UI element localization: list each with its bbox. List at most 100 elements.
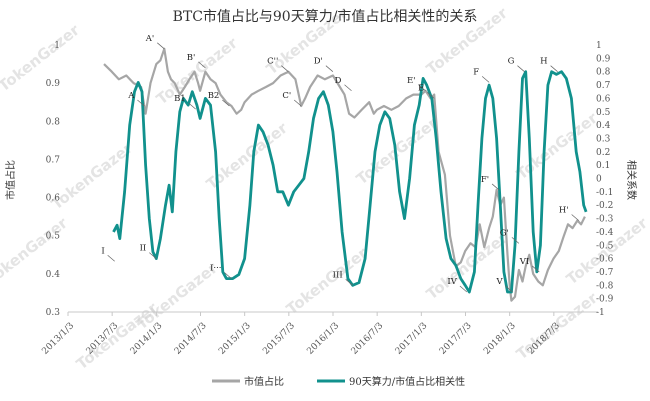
watermark-7: TokenGazer [513, 109, 602, 184]
y-left-axis-title: 市值占比 [4, 160, 17, 200]
annotation-left-label-9: E [418, 83, 424, 93]
annotation-right-label-4: I [101, 246, 104, 256]
y-left-tick-6: 0.9 [46, 79, 61, 89]
annotation-left-leader-1 [157, 42, 165, 50]
series-line-0 [103, 47, 586, 302]
y-right-tick-6: 0.4 [596, 121, 611, 131]
annotation-right-leader-0 [188, 102, 196, 110]
y-right-tick-13: -0.3 [596, 215, 614, 225]
watermark-8: TokenGazer [0, 214, 71, 289]
y-left-tick-3: 0.6 [46, 194, 61, 204]
y-left-tick-2: 0.5 [46, 232, 61, 242]
x-tick-label-0: 2013/1/3 [40, 321, 76, 357]
annotation-left-leader-5 [293, 99, 302, 107]
annotation-left-label-2: B' [187, 53, 196, 63]
y-right-tick-20: -1 [596, 308, 605, 318]
y-right-tick-9: 0.1 [596, 161, 610, 171]
y-right-tick-18: -0.8 [596, 281, 614, 291]
annotation-left-label-0: A [127, 91, 135, 101]
watermarks: TokenGazer TokenGazer TokenGazer TokenGazer… [0, 4, 650, 374]
annotation-right-label-6: I··· [210, 264, 221, 274]
x-tick-label-6: 2016/1/3 [305, 321, 341, 357]
series-group [103, 47, 588, 302]
annotation-right-leader-3 [550, 65, 558, 72]
y-right-tick-3: 0.7 [596, 81, 611, 91]
annotation-left-label-6: D' [314, 57, 323, 67]
annotation-left-label-3: B2 [208, 91, 220, 101]
y-right-tick-0: 1 [596, 41, 602, 51]
annotation-right-leader-5 [149, 252, 157, 259]
y-right-tick-5: 0.5 [596, 108, 611, 118]
annotation-left-leader-7 [344, 84, 352, 92]
x-tick-label-4: 2015/1/3 [217, 321, 253, 357]
annotation-left-leader-11 [511, 237, 520, 244]
annotation-right-label-3: H [540, 57, 547, 67]
watermark-1: TokenGazer [153, 34, 242, 109]
y-right-tick-8: 0.2 [596, 148, 610, 158]
y-right-tick-15: -0.5 [596, 241, 614, 251]
annotation-left-label-11: G' [500, 228, 509, 238]
annotation-left-leader-6 [325, 65, 334, 72]
y-left-axis-ticks: 0.3 0.4 0.5 0.6 0.7 0.8 0.9 1 [46, 41, 61, 318]
annotation-left-label-12: H' [559, 205, 569, 215]
annotation-left-label-4: C'' [267, 57, 278, 67]
annotation-left-leader-0 [137, 99, 145, 107]
x-tick-label-8: 2017/1/3 [394, 321, 430, 357]
annotation-right-label-7: III [333, 270, 343, 280]
annotation-left-leader-12 [571, 214, 579, 221]
annotation-right-leader-1 [481, 76, 490, 83]
legend: 市值占比 90天算力/市值占比相关性 [212, 375, 465, 388]
annotation-right-leader-9 [505, 285, 513, 293]
annotation-right-leader-10 [531, 265, 540, 273]
x-tick-label-10: 2018/1/3 [482, 321, 518, 357]
annotation-right-leader-8 [459, 285, 468, 293]
annotation-right-label-8: IV [447, 277, 457, 287]
watermark-0: TokenGazer [0, 21, 83, 96]
x-tick-label-5: 2015/7/3 [261, 321, 297, 357]
annotation-left-leader-3 [222, 99, 230, 107]
y-right-tick-10: 0 [596, 175, 602, 185]
y-right-tick-19: -0.9 [596, 295, 614, 305]
chart-title: BTC市值占比与90天算力/市值占比相关性的关系 [173, 8, 478, 25]
y-left-tick-5: 0.8 [46, 117, 61, 127]
y-left-tick-7: 1 [54, 41, 60, 51]
annotation-left-leader-8 [418, 84, 426, 92]
annotation-right-leader-7 [345, 279, 353, 286]
annotation-right-label-10: VI [519, 257, 530, 267]
annotation-left-label-7: D [335, 76, 342, 86]
annotation-left-label-8: E' [407, 76, 416, 86]
legend-label-0: 市值占比 [244, 375, 284, 388]
annotation-right-label-1: F [473, 67, 479, 77]
y-right-tick-12: -0.2 [596, 201, 613, 211]
y-right-tick-4: 0.6 [596, 94, 611, 104]
annotation-right-label-2: G [508, 57, 515, 67]
y-right-axis-title: 相关系数 [625, 160, 638, 200]
y-right-tick-17: -0.7 [596, 268, 614, 278]
y-right-tick-2: 0.8 [596, 68, 611, 78]
y-left-tick-0: 0.3 [46, 308, 61, 318]
y-left-tick-1: 0.4 [46, 270, 61, 280]
annotation-right-label-5: II [140, 244, 147, 254]
annotation-left-leader-9 [427, 92, 435, 99]
annotation-right-label-0: B1 [174, 94, 186, 104]
y-right-axis-ticks: 1 0.9 0.8 0.7 0.6 0.5 0.4 0.3 0.2 0.1 0 -0.1 -0.2 -0.… [596, 41, 614, 318]
annotation-left-leader-4 [281, 65, 289, 72]
watermark-11: TokenGazer [423, 229, 512, 304]
annotation-left-leader-2 [198, 61, 206, 69]
annotation-right-leader-4 [107, 255, 115, 262]
x-tick-label-3: 2014/7/3 [173, 321, 209, 357]
annotation-right-leader-2 [517, 65, 525, 72]
y-right-tick-14: -0.4 [596, 228, 614, 238]
y-left-tick-4: 0.7 [46, 155, 61, 165]
annotation-left-label-5: C' [282, 91, 291, 101]
legend-label-1: 90天算力/市值占比相关性 [349, 375, 465, 388]
y-right-tick-11: -0.1 [596, 188, 613, 198]
annotation-left-leader-10 [491, 183, 500, 191]
series-line-1 [112, 70, 588, 294]
annotation-left-label-1: A' [145, 34, 154, 44]
x-tick-label-9: 2017/7/3 [438, 321, 474, 357]
y-right-tick-7: 0.3 [596, 134, 611, 144]
y-right-tick-1: 0.9 [596, 54, 611, 64]
